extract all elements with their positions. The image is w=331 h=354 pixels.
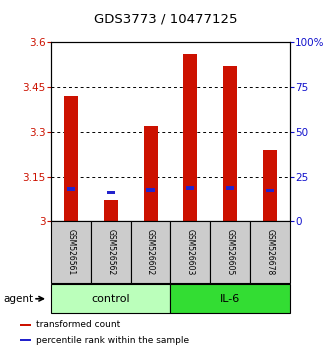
Bar (226, 186, 234, 190)
Text: agent: agent (3, 294, 33, 304)
Bar (250, 221, 290, 283)
Bar (223, 66, 237, 221)
Bar (146, 188, 155, 192)
Bar (20, 324, 31, 326)
Text: transformed count: transformed count (36, 320, 120, 329)
Bar (104, 200, 118, 221)
Bar (20, 339, 31, 341)
Bar (210, 221, 250, 283)
Bar (51, 284, 170, 313)
Bar (183, 55, 197, 221)
Bar (51, 221, 91, 283)
Bar (64, 96, 78, 221)
Bar (170, 221, 210, 283)
Bar (186, 186, 195, 190)
Text: GSM526561: GSM526561 (67, 229, 76, 275)
Bar (263, 150, 277, 221)
Bar (144, 126, 158, 221)
Bar (265, 189, 274, 192)
Bar (170, 284, 290, 313)
Text: GSM526678: GSM526678 (265, 229, 274, 275)
Bar (67, 187, 75, 191)
Text: control: control (92, 294, 130, 304)
Bar (131, 221, 170, 283)
Text: percentile rank within the sample: percentile rank within the sample (36, 336, 189, 344)
Bar (91, 221, 131, 283)
Text: GDS3773 / 10477125: GDS3773 / 10477125 (94, 13, 237, 26)
Bar (107, 191, 115, 194)
Text: GSM526602: GSM526602 (146, 229, 155, 275)
Text: GSM526603: GSM526603 (186, 229, 195, 275)
Text: GSM526562: GSM526562 (106, 229, 116, 275)
Text: GSM526605: GSM526605 (225, 229, 235, 275)
Text: IL-6: IL-6 (220, 294, 240, 304)
